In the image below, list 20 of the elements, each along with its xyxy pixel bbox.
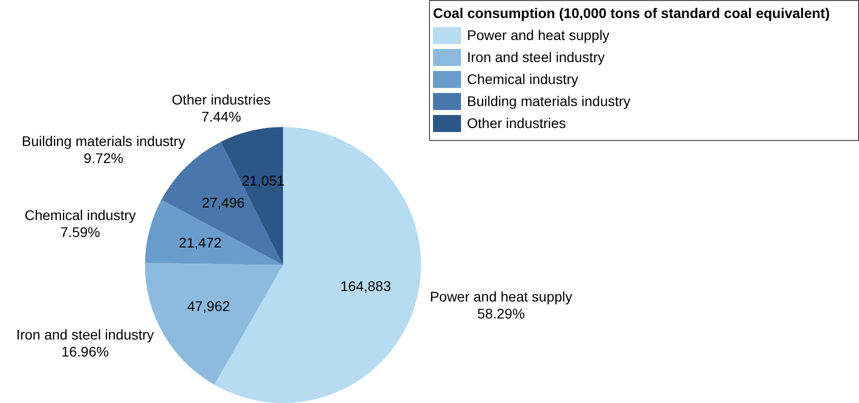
legend-label: Power and heat supply (467, 27, 610, 43)
legend-label: Other industries (467, 115, 566, 131)
slice-label: Building materials industry (22, 132, 186, 149)
data-label: 21,472 (178, 234, 222, 250)
slice-label: Other industries (172, 92, 271, 108)
text: 9.72% (84, 150, 124, 166)
text: 7.44% (201, 108, 242, 125)
legend-label: Building materials industry (467, 93, 630, 109)
slice-label: Power and heat supply (430, 288, 572, 305)
data-label: 164,883 (340, 278, 392, 294)
legend-title: Coal consumption (10,000 tons of standard coal equivalent) (433, 5, 831, 21)
text: 58.29% (477, 306, 525, 322)
data-label: 47,962 (187, 298, 230, 314)
slice-label: Chemical industry (24, 207, 136, 224)
text: 16.96% (61, 343, 109, 360)
text: 7.59% (60, 224, 100, 240)
data-label: 27,496 (202, 194, 245, 211)
slice-label: Iron and steel industry (16, 326, 154, 342)
legend-label: Chemical industry (467, 71, 578, 87)
legend-label: Iron and steel industry (467, 49, 605, 65)
